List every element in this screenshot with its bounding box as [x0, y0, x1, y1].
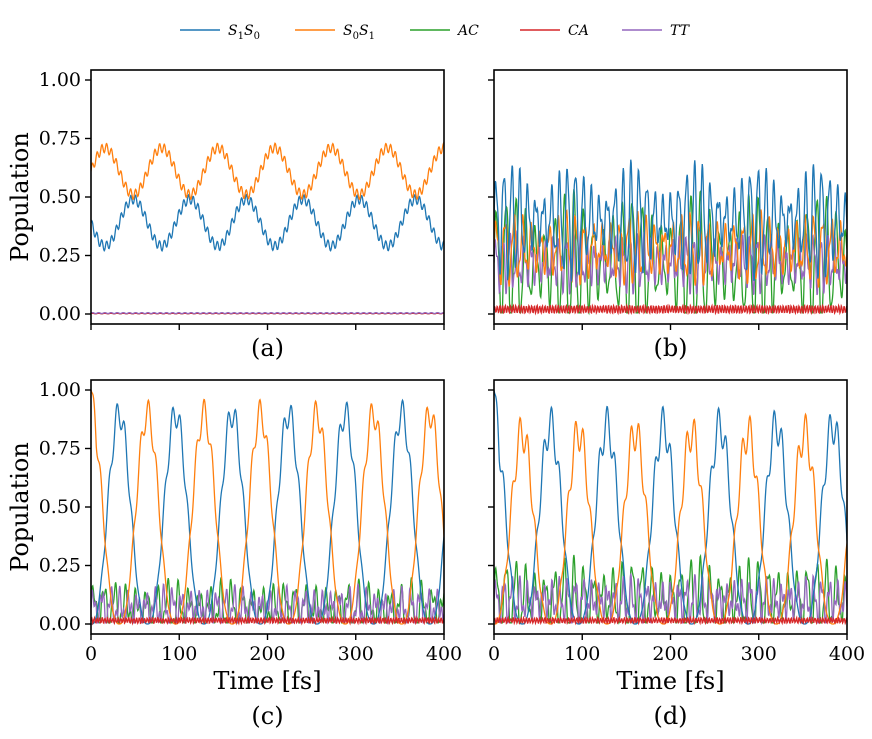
y-tick-label: 1.00 — [39, 69, 81, 91]
y-tick-label: 0.25 — [39, 245, 81, 267]
series-line-s0s1 — [494, 412, 847, 625]
x-tick-label: 400 — [426, 643, 462, 665]
y-tick-label: 1.00 — [39, 379, 81, 401]
plot-frame — [90, 69, 445, 325]
legend-label-ca: CA — [568, 23, 589, 39]
x-tick-label: 100 — [564, 643, 600, 665]
series-line-s0s1 — [91, 389, 444, 625]
panel-b: (b) — [488, 69, 848, 362]
panel-label: (a) — [251, 334, 284, 362]
series-line-s0s1 — [494, 209, 847, 289]
x-tick-label: 100 — [161, 643, 197, 665]
legend: S1S0 S0S1 AC CA TT — [180, 23, 691, 42]
series-line-tt — [494, 573, 847, 626]
series-line-s1s0 — [494, 389, 847, 625]
series-line-s1s0 — [91, 398, 444, 625]
y-tick-label: 0.25 — [39, 555, 81, 577]
x-axis-title: Time [fs] — [616, 667, 724, 695]
panel-label: (c) — [251, 702, 283, 730]
legend-label-s1s0: S1S0 — [228, 23, 260, 42]
legend-label-ac: AC — [456, 23, 479, 39]
panel-c: 0.00 0.25 0.50 0.75 1.00 0 100 200 300 400 Populat… — [6, 379, 462, 730]
x-tick-label: 200 — [652, 643, 688, 665]
panel-a: 0.00 0.25 0.50 0.75 1.00 Population (a) — [6, 69, 445, 362]
panel-d: 0 100 200 300 400 Time [fs] (d) — [488, 379, 865, 730]
x-tick-label: 0 — [488, 643, 500, 665]
series-line-s1s0 — [494, 159, 847, 282]
x-axis-title: Time [fs] — [213, 667, 321, 695]
panel-label: (b) — [653, 334, 687, 362]
y-tick-label: 0.75 — [39, 128, 81, 150]
y-axis-title: Population — [6, 132, 34, 262]
series-line-ac — [91, 576, 444, 625]
y-tick-label: 0.75 — [39, 438, 81, 460]
plot-frame — [493, 379, 848, 635]
series-line-ca — [494, 303, 847, 316]
panel-label: (d) — [653, 702, 687, 730]
x-tick-label: 400 — [829, 643, 865, 665]
series-line-ca — [91, 615, 444, 626]
x-tick-label: 0 — [85, 643, 97, 665]
series-line-tt — [494, 230, 847, 296]
x-tick-label: 300 — [741, 643, 777, 665]
y-tick-label: 0.50 — [39, 496, 81, 518]
series-line-ca — [494, 615, 847, 626]
x-tick-label: 200 — [249, 643, 285, 665]
series-line-tt — [91, 311, 444, 315]
y-tick-label: 0.00 — [39, 613, 81, 635]
y-axis-title: Population — [6, 442, 34, 572]
panels-group: 0.00 0.25 0.50 0.75 1.00 Population (a) (b) 0.00… — [6, 69, 865, 730]
x-tick-label: 300 — [338, 643, 374, 665]
legend-label-s0s1: S0S1 — [343, 23, 375, 42]
y-tick-label: 0.50 — [39, 186, 81, 208]
legend-label-tt: TT — [670, 23, 691, 39]
y-tick-label: 0.00 — [39, 303, 81, 325]
series-line-s0s1 — [91, 141, 444, 201]
series-line-s1s0 — [91, 193, 444, 253]
